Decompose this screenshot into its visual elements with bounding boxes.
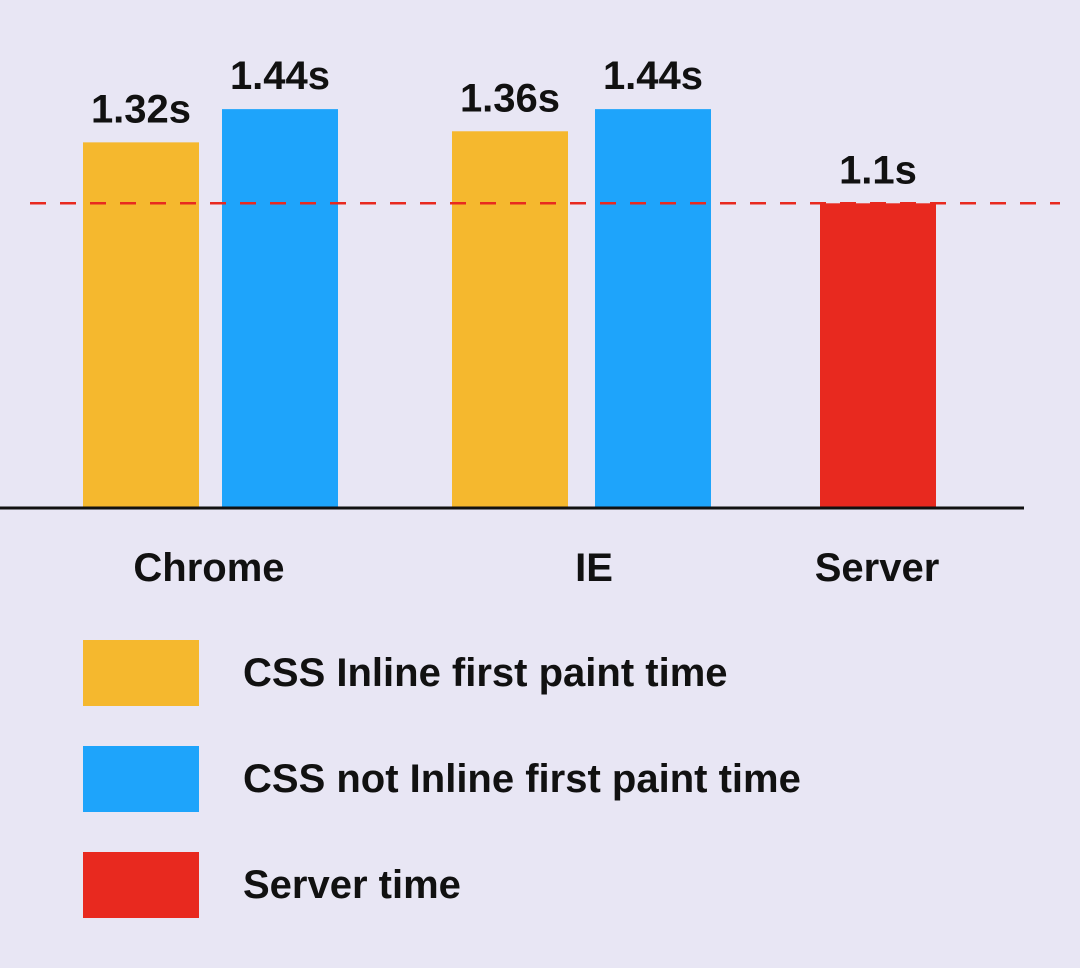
- bar-chrome-css-inline-first-paint-time: [83, 142, 199, 509]
- legend-label-css-inline: CSS Inline first paint time: [243, 650, 728, 695]
- bar-labels-layer: 1.32s 1.36s 1.44s 1.44s 1.1s: [91, 54, 917, 192]
- bar-ie-css-inline-first-paint-time: [452, 131, 568, 508]
- data-label-chrome-css-inline-first-paint-time: 1.32s: [91, 87, 191, 131]
- bar-ie-css-not-inline-first-paint-time: [595, 109, 711, 509]
- data-label-chrome-css-not-inline-first-paint-time: 1.44s: [230, 54, 330, 98]
- data-label-ie-css-inline-first-paint-time: 1.36s: [460, 76, 560, 120]
- bar-chrome-css-not-inline-first-paint-time: [222, 109, 338, 509]
- legend-swatch-css-inline: [83, 640, 199, 706]
- category-label-ie: IE: [575, 546, 613, 590]
- legend-item-css-inline: CSS Inline first paint time: [83, 640, 801, 706]
- category-label-chrome: Chrome: [133, 546, 284, 590]
- category-label-server: Server: [815, 546, 940, 590]
- legend-swatch-server-time: [83, 852, 199, 918]
- category-labels-layer: Chrome IE Server: [133, 546, 939, 590]
- legend-item-server-time: Server time: [83, 852, 801, 918]
- bar-server-server-time: [820, 203, 936, 509]
- legend-swatch-css-not-inline: [83, 746, 199, 812]
- bars-layer: [83, 109, 936, 509]
- legend: CSS Inline first paint time CSS not Inli…: [83, 640, 801, 918]
- data-label-ie-css-not-inline-first-paint-time: 1.44s: [603, 54, 703, 98]
- data-label-server-server-time: 1.1s: [839, 148, 917, 192]
- legend-label-server-time: Server time: [243, 862, 461, 907]
- legend-label-css-not-inline: CSS not Inline first paint time: [243, 756, 801, 801]
- legend-item-css-not-inline: CSS not Inline first paint time: [83, 746, 801, 812]
